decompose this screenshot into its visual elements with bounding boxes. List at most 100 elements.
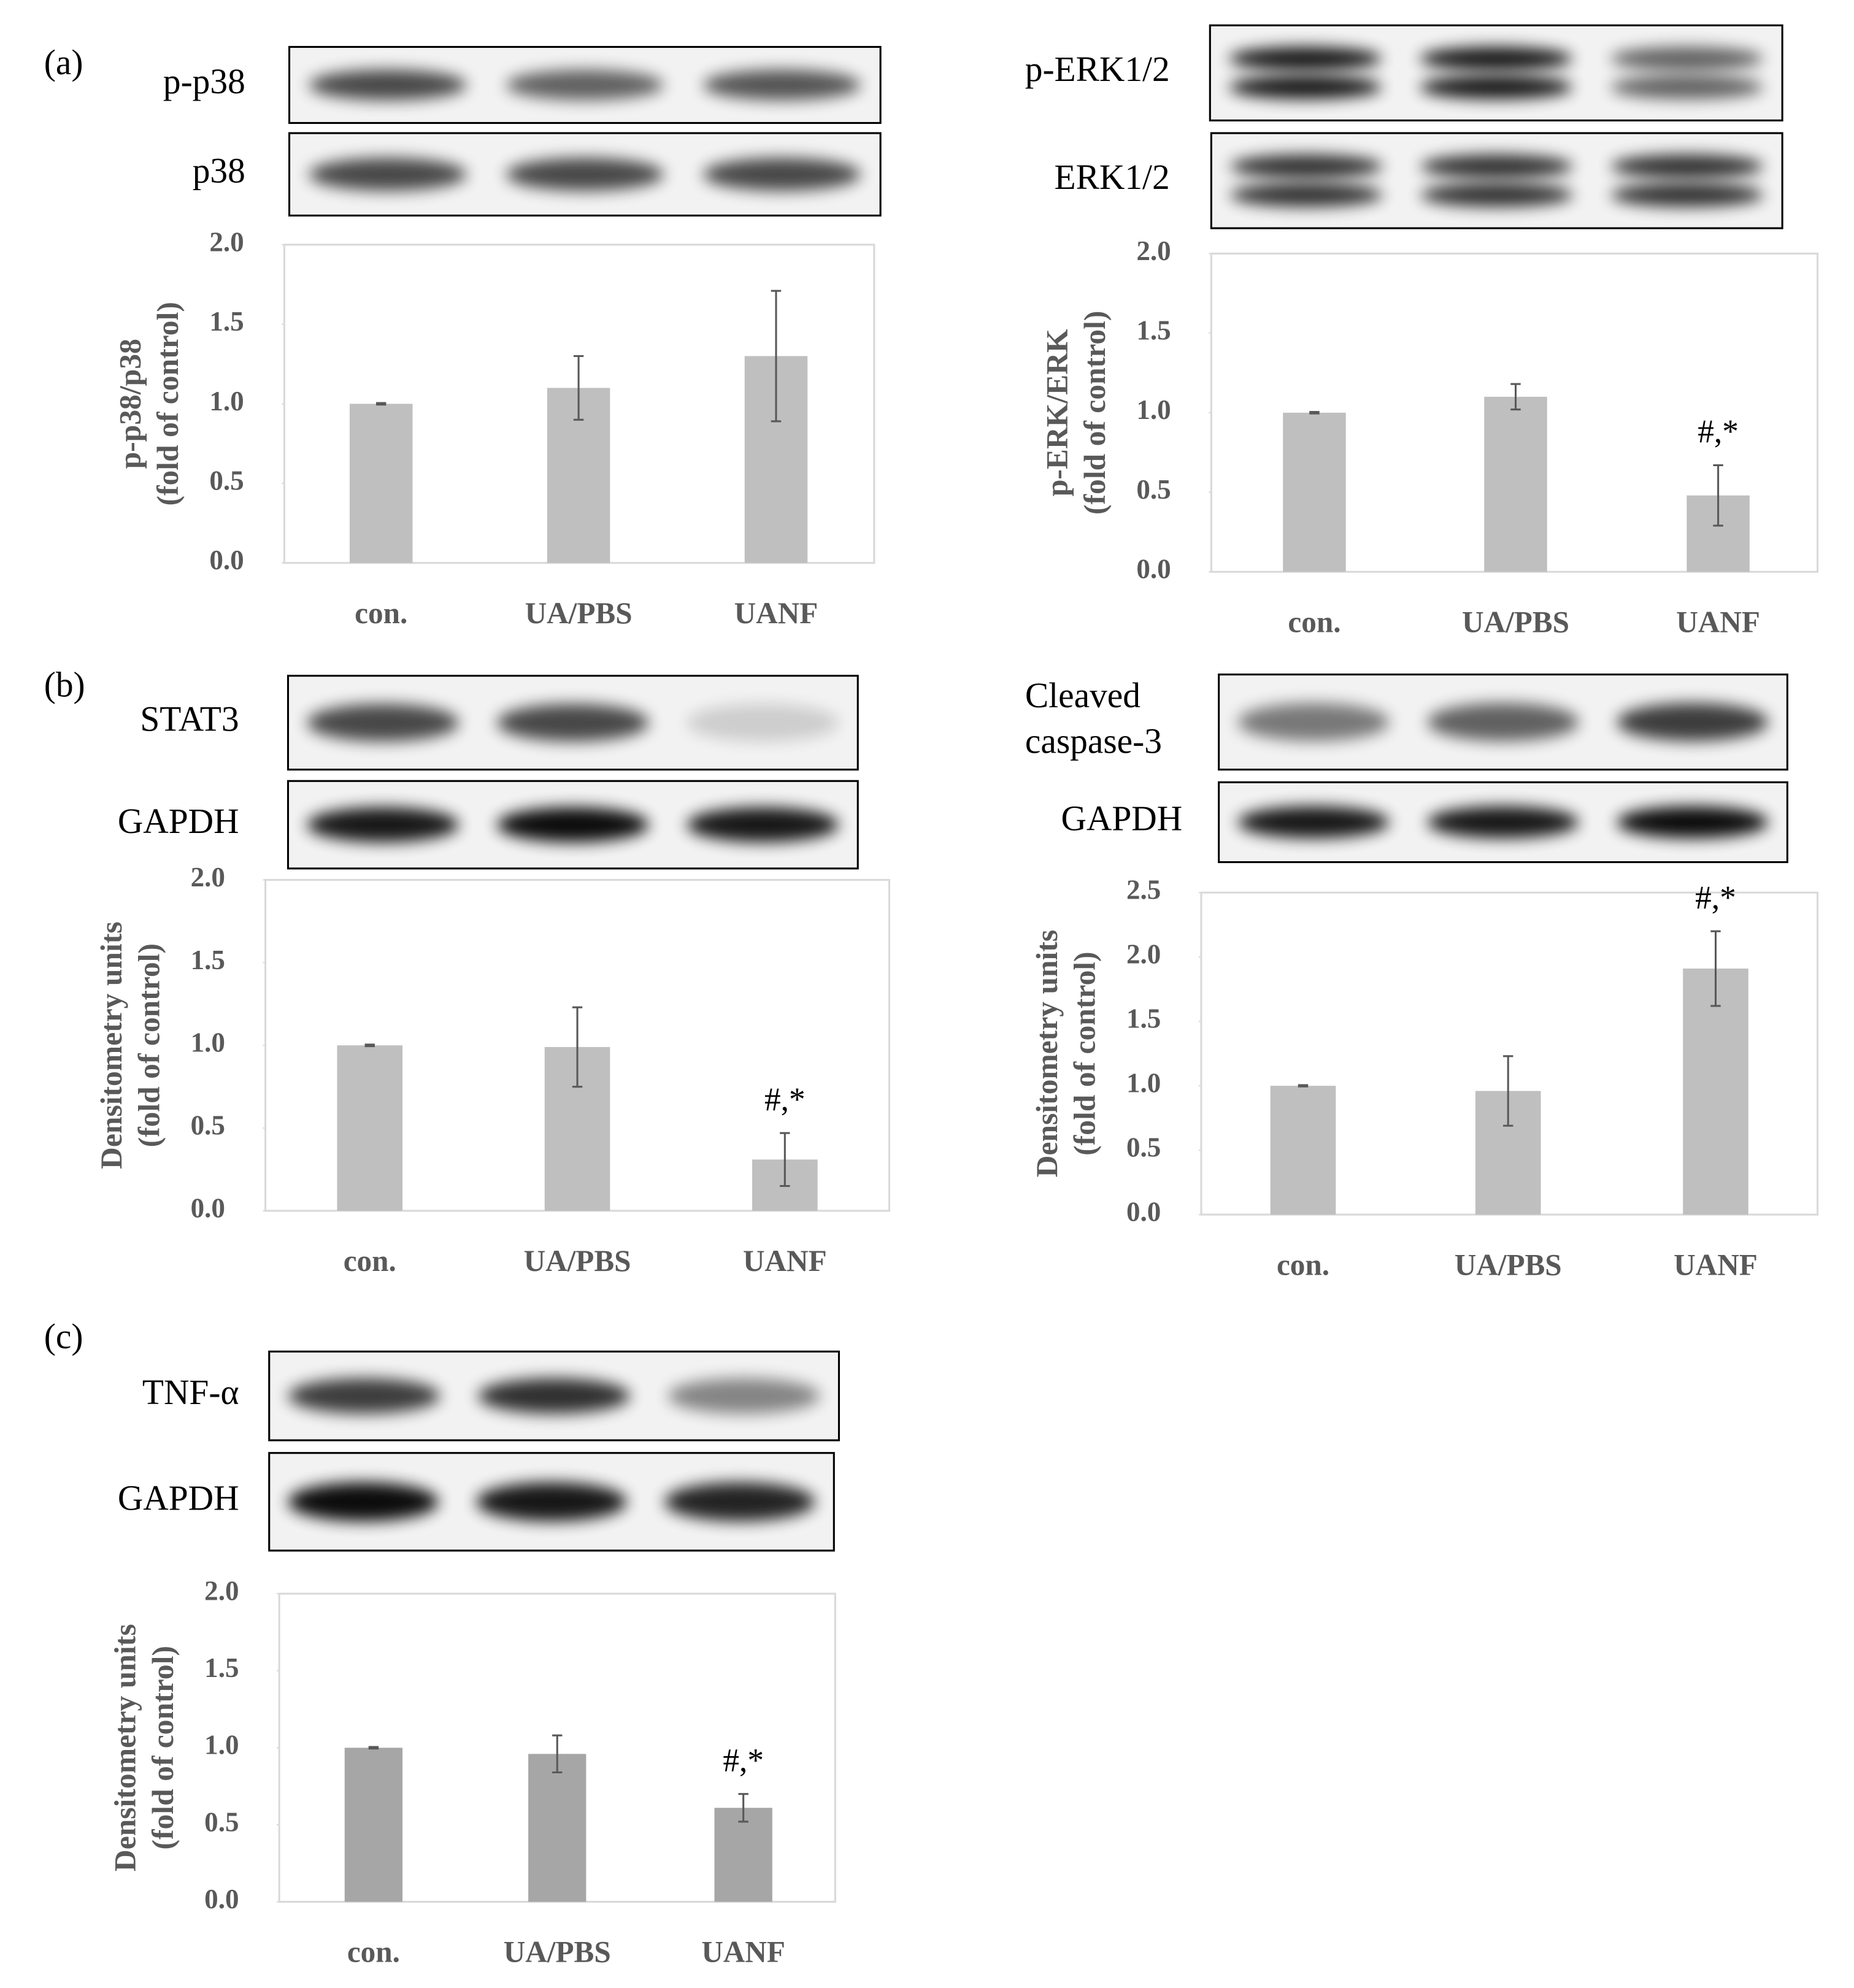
x-tick-label: con.: [347, 1935, 400, 1968]
y-axis-label: Densitometry units (fold of control): [94, 921, 166, 1169]
bar: [349, 404, 413, 563]
y-tick-label: 1.5: [191, 945, 225, 975]
panel-label: (c): [44, 1318, 83, 1356]
blot-band: [664, 1482, 815, 1522]
blot-band: [309, 158, 467, 191]
blot-band: [497, 807, 649, 843]
blot-label: p-p38: [163, 63, 245, 101]
significance-label: #,*: [723, 1741, 764, 1778]
y-tick-label: 2.0: [1126, 938, 1161, 969]
blot-band: [1427, 703, 1579, 742]
bar: [344, 1748, 403, 1902]
y-label-line: (fold of control): [1068, 951, 1102, 1155]
y-tick-label: 1.5: [1136, 315, 1171, 345]
blot-band: [1420, 154, 1573, 178]
panel-label: (b): [44, 666, 85, 704]
blot-label: TNF-α: [142, 1373, 239, 1412]
significance-label: #,*: [764, 1081, 806, 1118]
y-tick-label: 2.0: [204, 1575, 239, 1606]
blot-band: [1420, 75, 1573, 99]
bar: [714, 1808, 772, 1902]
blot-band: [1229, 47, 1382, 71]
blot-band: [703, 69, 861, 101]
x-tick-label: UA/PBS: [504, 1935, 611, 1968]
blot-band: [1617, 703, 1769, 742]
y-tick-label: 2.0: [209, 226, 244, 257]
bar: [1683, 969, 1748, 1215]
y-tick-label: 1.0: [204, 1730, 239, 1760]
bar: [337, 1045, 403, 1211]
y-label-line: (fold of control): [133, 943, 166, 1147]
significance-label: #,*: [1695, 879, 1736, 916]
blot-label: p38: [193, 152, 245, 190]
blot-band: [288, 1378, 440, 1414]
blot-label: p-ERK1/2: [1025, 50, 1170, 89]
blot-frame: [1209, 24, 1783, 121]
y-tick-label: 1.0: [191, 1027, 225, 1057]
y-tick-label: 0.0: [1126, 1196, 1161, 1227]
y-label-line: p-p38/p38: [113, 339, 147, 469]
y-axis-label: Densitometry units (fold of control): [1030, 930, 1101, 1178]
y-tick-label: 0.0: [1136, 553, 1171, 584]
y-label-line: (fold of control): [146, 1646, 180, 1849]
y-tick-label: 1.5: [209, 306, 244, 337]
blot-band: [1230, 154, 1383, 178]
y-tick-label: 0.0: [204, 1884, 239, 1914]
y-tick-label: 2.5: [1126, 874, 1161, 905]
y-tick-label: 1.0: [1126, 1067, 1161, 1098]
blot-frame: [1210, 132, 1783, 229]
y-tick-label: 1.5: [1126, 1003, 1161, 1034]
y-label-line: (fold of control): [1078, 311, 1112, 515]
blot-band: [1237, 703, 1390, 742]
blot-band: [1610, 154, 1764, 178]
blot-band: [307, 704, 460, 742]
bar: [1283, 412, 1346, 572]
y-tick-label: 0.5: [209, 465, 244, 496]
blot-band: [1229, 75, 1382, 99]
blot-band: [1237, 806, 1390, 839]
x-tick-label: UA/PBS: [524, 1244, 631, 1278]
y-tick-label: 1.0: [1136, 394, 1171, 425]
blot-band: [1610, 75, 1764, 99]
x-tick-label: con.: [355, 596, 407, 630]
x-tick-label: UA/PBS: [1462, 605, 1569, 639]
x-tick-label: con.: [344, 1244, 396, 1278]
x-tick-label: con.: [1288, 605, 1340, 639]
blot-band: [307, 807, 460, 843]
blot-band: [1230, 183, 1383, 207]
y-axis-label: Densitometry units (fold of control): [109, 1624, 180, 1872]
y-tick-label: 2.0: [191, 862, 225, 892]
x-tick-label: UANF: [743, 1244, 827, 1278]
bar: [528, 1754, 587, 1902]
y-axis-label: p-ERK/ERK (fold of control): [1040, 311, 1112, 515]
y-tick-label: 0.5: [1126, 1132, 1161, 1162]
y-tick-label: 0.0: [209, 545, 244, 575]
blot-band: [1617, 806, 1769, 839]
significance-label: #,*: [1698, 413, 1739, 450]
blot-label: GAPDH: [118, 802, 239, 841]
y-axis-label: p-p38/p38 (fold of control): [113, 302, 185, 505]
y-tick-label: 0.5: [191, 1110, 225, 1140]
blot-band: [506, 158, 664, 191]
y-tick-label: 1.5: [204, 1652, 239, 1683]
panel-label: (a): [44, 44, 83, 82]
y-tick-label: 0.5: [204, 1806, 239, 1837]
blot-label: ERK1/2: [1055, 158, 1170, 197]
x-tick-label: UA/PBS: [525, 596, 633, 630]
bar: [1270, 1086, 1336, 1215]
blot-band: [1610, 47, 1764, 71]
y-label-line: Densitometry units: [1030, 930, 1064, 1178]
blot-band: [687, 704, 839, 742]
x-tick-label: UANF: [1676, 605, 1760, 639]
blot-band: [1427, 806, 1579, 839]
blot-label: GAPDH: [1061, 800, 1182, 839]
blot-band: [288, 1482, 439, 1522]
blot-band: [667, 1378, 820, 1414]
y-tick-label: 2.0: [1136, 236, 1171, 266]
blot-label: Cleaved: [1025, 677, 1140, 715]
x-tick-label: UANF: [734, 596, 818, 630]
y-label-line: p-ERK/ERK: [1040, 329, 1074, 496]
blot-label: GAPDH: [118, 1479, 239, 1518]
blot-band: [1420, 47, 1573, 71]
y-tick-label: 0.0: [191, 1192, 225, 1223]
